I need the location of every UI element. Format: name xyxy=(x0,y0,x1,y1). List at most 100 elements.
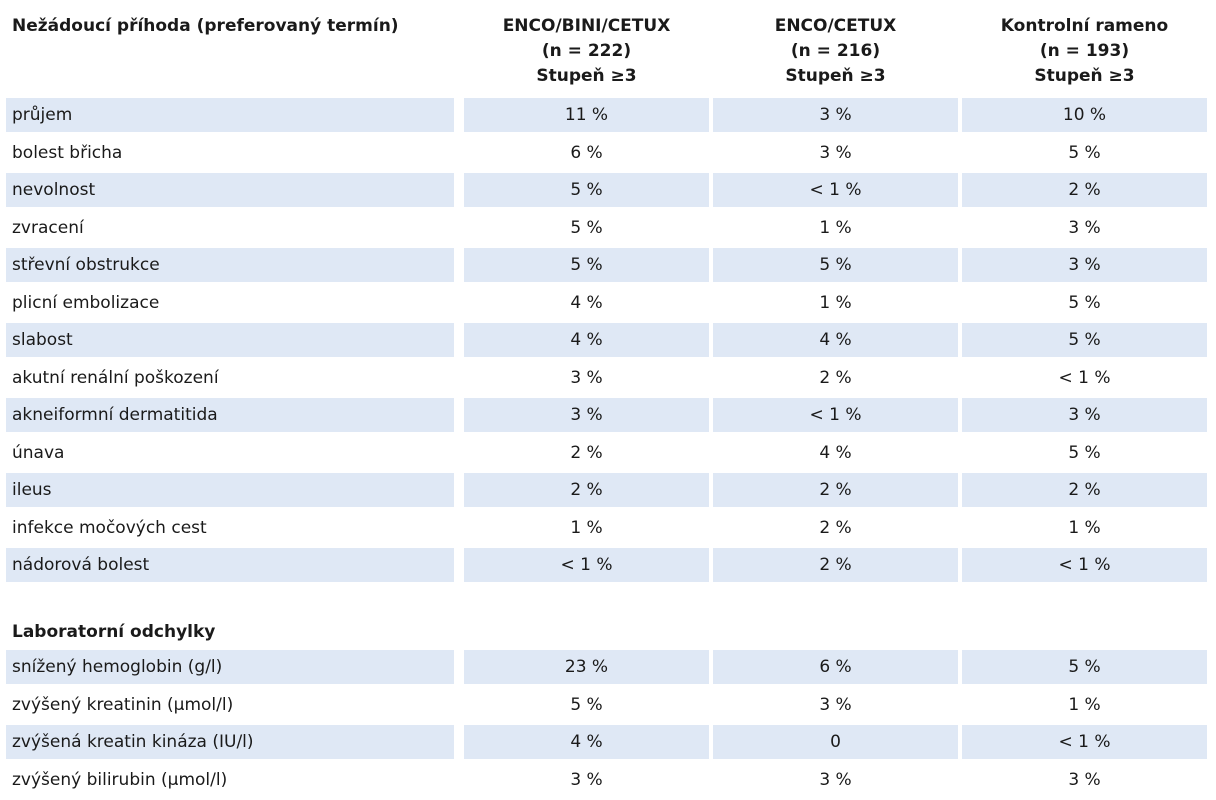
header-col-title: Kontrolní rameno xyxy=(1000,16,1169,36)
row-value-enco-cetux: 3 % xyxy=(819,770,852,790)
table-row: střevní obstrukce 5 % 5 % 3 % xyxy=(0,248,1216,282)
row-term: střevní obstrukce xyxy=(6,248,454,282)
row-value-enco-cetux: 2 % xyxy=(713,548,958,582)
table-row: snížený hemoglobin (g/l) 23 % 6 % 5 % xyxy=(0,650,1216,684)
header-col-enco-cetux: ENCO/CETUX (n = 216) Stupeň ≥3 xyxy=(713,14,958,89)
row-value-control: < 1 % xyxy=(962,725,1207,759)
row-value-enco-bini-cetux: 4 % xyxy=(464,323,709,357)
table-row: zvýšený bilirubin (μmol/l) 3 % 3 % 3 % xyxy=(0,763,1216,797)
header-col-grade: Stupeň ≥3 xyxy=(1034,66,1135,86)
row-value-control: 2 % xyxy=(962,173,1207,207)
row-value-enco-bini-cetux: 2 % xyxy=(570,443,603,463)
row-value-enco-cetux: 2 % xyxy=(819,518,852,538)
header-col-n: (n = 216) xyxy=(790,41,881,61)
row-value-enco-bini-cetux: 5 % xyxy=(570,695,603,715)
row-term: plicní embolizace xyxy=(12,293,160,313)
row-value-enco-bini-cetux: 23 % xyxy=(464,650,709,684)
section-title-lab: Laboratorní odchylky xyxy=(12,622,216,642)
row-term: nevolnost xyxy=(6,173,454,207)
row-value-control: 2 % xyxy=(962,473,1207,507)
row-value-control: 3 % xyxy=(962,398,1207,432)
row-value-enco-cetux: < 1 % xyxy=(713,398,958,432)
row-value-control: < 1 % xyxy=(1058,368,1111,388)
header-col-enco-bini-cetux: ENCO/BINI/CETUX (n = 222) Stupeň ≥3 xyxy=(464,14,709,89)
row-value-enco-bini-cetux: 3 % xyxy=(570,368,603,388)
header-col-title: ENCO/CETUX xyxy=(774,16,897,36)
header-term: Nežádoucí příhoda (preferovaný termín) xyxy=(12,16,399,36)
row-term: snížený hemoglobin (g/l) xyxy=(6,650,454,684)
header-col-grade: Stupeň ≥3 xyxy=(785,66,886,86)
row-value-control: 5 % xyxy=(1068,443,1101,463)
row-value-enco-bini-cetux: < 1 % xyxy=(464,548,709,582)
row-term: průjem xyxy=(6,98,454,132)
row-value-enco-bini-cetux: 6 % xyxy=(570,143,603,163)
row-term: zvýšený bilirubin (μmol/l) xyxy=(12,770,228,790)
header-col-title: ENCO/BINI/CETUX xyxy=(502,16,671,36)
header-col-control-arm: Kontrolní rameno (n = 193) Stupeň ≥3 xyxy=(962,14,1207,89)
row-value-enco-cetux: 2 % xyxy=(713,473,958,507)
row-term: akneiformní dermatitida xyxy=(6,398,454,432)
row-value-enco-cetux: 5 % xyxy=(713,248,958,282)
row-value-control: 3 % xyxy=(1068,218,1101,238)
row-value-control: < 1 % xyxy=(962,548,1207,582)
row-value-control: 5 % xyxy=(962,650,1207,684)
row-value-enco-bini-cetux: 4 % xyxy=(570,293,603,313)
table-row: akneiformní dermatitida 3 % < 1 % 3 % xyxy=(0,398,1216,432)
table-row: nádorová bolest < 1 % 2 % < 1 % xyxy=(0,548,1216,582)
row-value-enco-bini-cetux: 5 % xyxy=(464,248,709,282)
row-term: bolest břicha xyxy=(12,143,123,163)
row-term: akutní renální poškození xyxy=(12,368,219,388)
table-row: infekce močových cest 1 % 2 % 1 % xyxy=(0,511,1216,545)
table-row: zvracení 5 % 1 % 3 % xyxy=(0,211,1216,245)
row-value-enco-bini-cetux: 2 % xyxy=(464,473,709,507)
row-value-enco-cetux: 2 % xyxy=(819,368,852,388)
row-value-enco-bini-cetux: 11 % xyxy=(464,98,709,132)
row-value-control: 5 % xyxy=(962,323,1207,357)
row-term: zvracení xyxy=(12,218,84,238)
header-col-n: (n = 222) xyxy=(541,41,632,61)
row-term: ileus xyxy=(6,473,454,507)
row-value-control: 5 % xyxy=(1068,143,1101,163)
row-value-control: 3 % xyxy=(962,248,1207,282)
table-header: Nežádoucí příhoda (preferovaný termín) E… xyxy=(0,4,1216,96)
table-row: zvýšený kreatinin (μmol/l) 5 % 3 % 1 % xyxy=(0,688,1216,722)
row-term: nádorová bolest xyxy=(6,548,454,582)
row-value-enco-bini-cetux: 3 % xyxy=(464,398,709,432)
row-value-control: 1 % xyxy=(1068,518,1101,538)
row-term: infekce močových cest xyxy=(12,518,207,538)
row-value-enco-bini-cetux: 1 % xyxy=(570,518,603,538)
table-row: průjem 11 % 3 % 10 % xyxy=(0,98,1216,132)
table-row: zvýšená kreatin kináza (IU/l) 4 % 0 < 1 … xyxy=(0,725,1216,759)
row-value-control: 5 % xyxy=(1068,293,1101,313)
header-col-n: (n = 193) xyxy=(1039,41,1130,61)
row-value-enco-bini-cetux: 3 % xyxy=(570,770,603,790)
row-value-enco-cetux: 3 % xyxy=(713,98,958,132)
row-value-control: 1 % xyxy=(1068,695,1101,715)
row-value-enco-cetux: 3 % xyxy=(819,695,852,715)
row-value-enco-bini-cetux: 5 % xyxy=(464,173,709,207)
row-value-enco-cetux: 0 xyxy=(713,725,958,759)
row-value-control: 3 % xyxy=(1068,770,1101,790)
table-row: ileus 2 % 2 % 2 % xyxy=(0,473,1216,507)
row-value-enco-cetux: 1 % xyxy=(819,293,852,313)
row-value-enco-bini-cetux: 5 % xyxy=(570,218,603,238)
row-value-enco-cetux: 6 % xyxy=(713,650,958,684)
table-row: plicní embolizace 4 % 1 % 5 % xyxy=(0,286,1216,320)
table-row: bolest břicha 6 % 3 % 5 % xyxy=(0,136,1216,170)
row-value-enco-cetux: 3 % xyxy=(819,143,852,163)
header-col-grade: Stupeň ≥3 xyxy=(536,66,637,86)
row-value-enco-cetux: 4 % xyxy=(713,323,958,357)
table-row: slabost 4 % 4 % 5 % xyxy=(0,323,1216,357)
row-value-enco-cetux: 4 % xyxy=(819,443,852,463)
row-value-enco-bini-cetux: 4 % xyxy=(464,725,709,759)
row-term: zvýšený kreatinin (μmol/l) xyxy=(12,695,234,715)
row-value-enco-cetux: < 1 % xyxy=(713,173,958,207)
table-row: akutní renální poškození 3 % 2 % < 1 % xyxy=(0,361,1216,395)
table-row: nevolnost 5 % < 1 % 2 % xyxy=(0,173,1216,207)
row-term: únava xyxy=(12,443,65,463)
row-term: slabost xyxy=(6,323,454,357)
table-row: únava 2 % 4 % 5 % xyxy=(0,436,1216,470)
row-value-enco-cetux: 1 % xyxy=(819,218,852,238)
row-value-control: 10 % xyxy=(962,98,1207,132)
